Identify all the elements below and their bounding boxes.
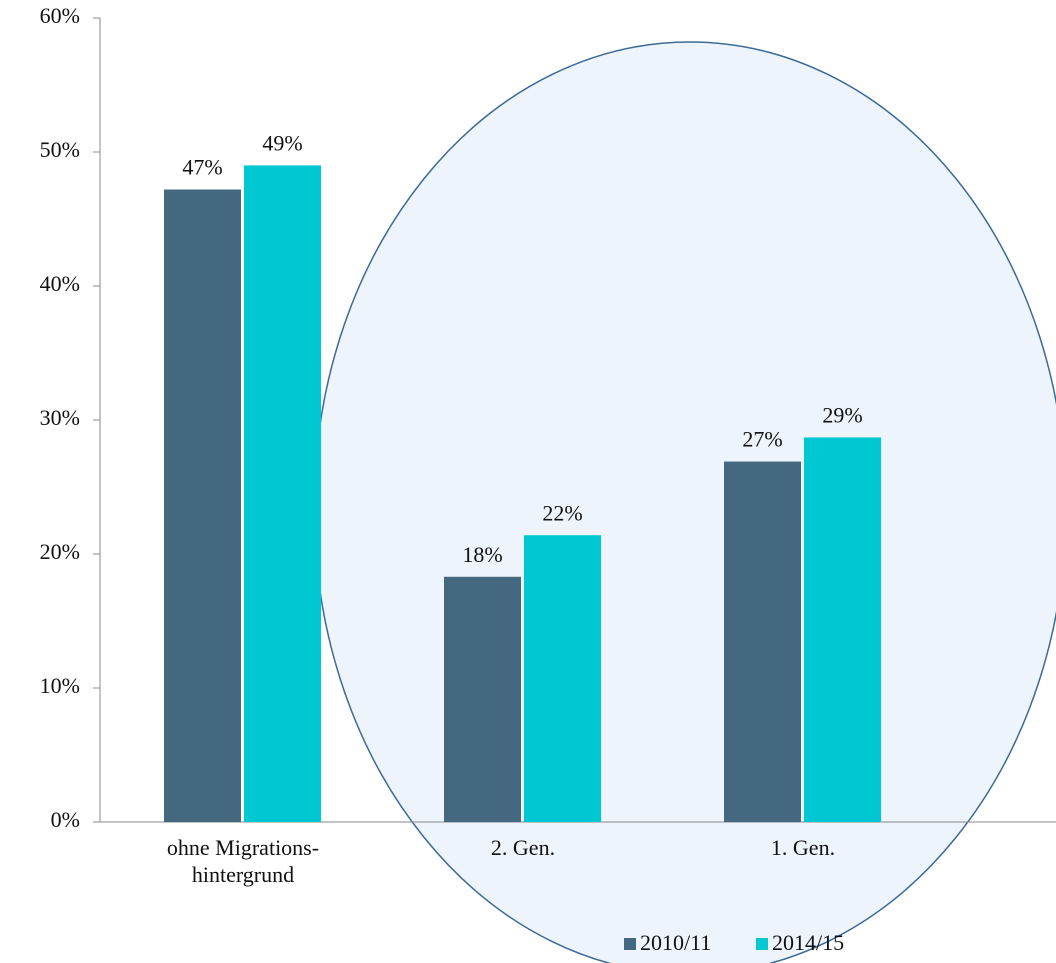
bar xyxy=(524,535,601,822)
legend-swatch xyxy=(624,938,636,950)
bar xyxy=(724,461,801,822)
y-tick-label: 30% xyxy=(40,405,80,430)
y-tick-label: 10% xyxy=(40,673,80,698)
highlight-ellipse xyxy=(313,41,1056,963)
bar xyxy=(444,576,521,822)
legend-label: 2014/15 xyxy=(772,930,844,955)
data-label: 22% xyxy=(542,500,582,525)
data-label: 47% xyxy=(182,155,222,180)
data-label: 49% xyxy=(262,130,302,155)
y-tick-label: 60% xyxy=(40,3,80,28)
y-tick-label: 50% xyxy=(40,137,80,162)
y-tick-label: 0% xyxy=(51,807,80,832)
legend-label: 2010/11 xyxy=(640,930,711,955)
y-tick-label: 20% xyxy=(40,539,80,564)
x-tick-label: 2. Gen. xyxy=(491,835,555,860)
data-label: 18% xyxy=(462,542,502,567)
x-tick-label: 1. Gen. xyxy=(771,835,835,860)
bar xyxy=(164,189,241,822)
y-tick-label: 40% xyxy=(40,271,80,296)
data-label: 29% xyxy=(822,402,862,427)
legend-swatch xyxy=(756,938,768,950)
data-label: 27% xyxy=(742,427,782,452)
bar xyxy=(804,437,881,822)
bar xyxy=(244,165,321,822)
x-tick-label: ohne Migrations-hintergrund xyxy=(167,835,319,887)
